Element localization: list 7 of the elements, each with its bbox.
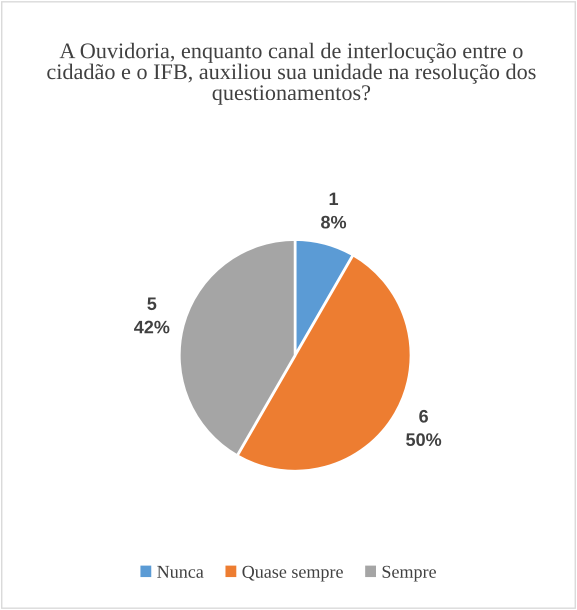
legend-label: Sempre — [382, 566, 436, 582]
legend-label: Quase sempre — [242, 566, 343, 582]
legend-label: Nunca — [157, 566, 204, 578]
data-label: 6 50% — [406, 410, 442, 446]
data-label: 5 42% — [134, 297, 170, 334]
data-label: 1 8% — [321, 192, 346, 229]
chart-title: A Ouvidoria, enquanto canal de interlocução entre o cidadão e o IFB, auxiliou sua unidade na resolução dos questionamentos? — [47, 42, 536, 105]
